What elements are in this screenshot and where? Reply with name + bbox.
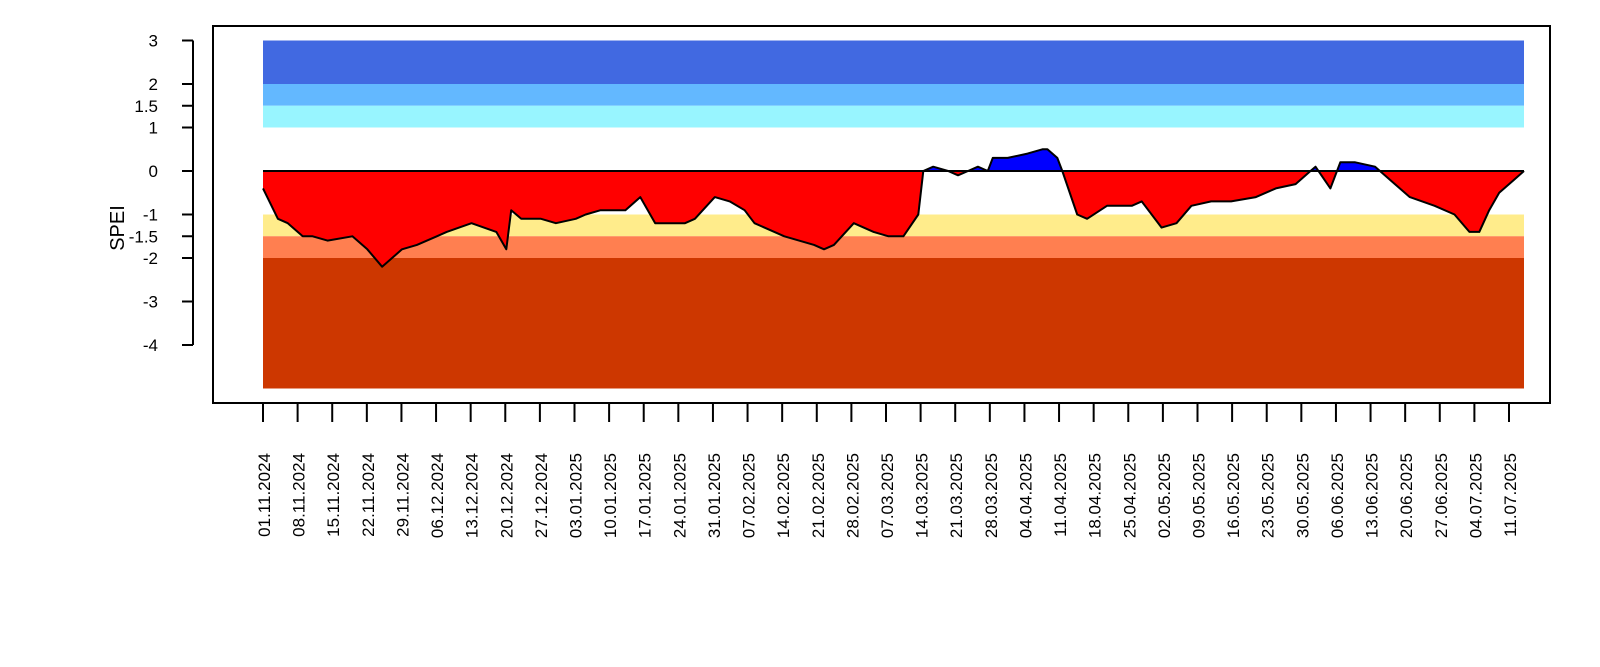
x-tick-label: 16.05.2025 xyxy=(1224,453,1243,538)
x-tick-label: 20.06.2025 xyxy=(1397,453,1416,538)
y-tick-label: 1.5 xyxy=(134,97,158,116)
x-tick-label: 27.12.2024 xyxy=(532,453,551,538)
x-tick-label: 11.07.2025 xyxy=(1501,453,1520,537)
x-tick-label: 11.04.2025 xyxy=(1051,453,1070,537)
band-5 xyxy=(263,258,1524,389)
category-bands xyxy=(263,40,1524,389)
x-tick-label: 03.01.2025 xyxy=(567,453,586,538)
y-tick-label: -3 xyxy=(143,293,158,312)
x-tick-label: 06.12.2024 xyxy=(428,453,447,538)
x-tick-label: 02.05.2025 xyxy=(1155,453,1174,538)
y-tick-label: 3 xyxy=(149,32,158,51)
x-tick-label: 09.05.2025 xyxy=(1190,453,1209,538)
x-tick-label: 21.02.2025 xyxy=(809,453,828,538)
y-tick-label: -2 xyxy=(143,249,158,268)
positive-area xyxy=(263,149,1524,171)
x-tick-label: 07.03.2025 xyxy=(878,453,897,538)
band-2 xyxy=(263,105,1524,128)
y-tick-label: 0 xyxy=(149,162,158,181)
x-tick-label: 14.03.2025 xyxy=(913,453,932,538)
x-tick-label: 30.05.2025 xyxy=(1293,453,1312,538)
spei-areas xyxy=(263,149,1524,267)
x-tick-label: 08.11.2024 xyxy=(290,453,309,537)
x-tick-label: 28.02.2025 xyxy=(843,453,862,538)
x-tick-label: 20.12.2024 xyxy=(497,453,516,538)
x-tick-label: 13.06.2025 xyxy=(1363,453,1382,538)
negative-area xyxy=(263,171,1524,267)
spei-line xyxy=(262,148,1525,268)
y-tick-label: -1 xyxy=(143,206,158,225)
y-tick-label: 1 xyxy=(149,119,158,138)
x-tick-label: 04.04.2025 xyxy=(1016,453,1035,538)
x-tick-label: 27.06.2025 xyxy=(1432,453,1451,538)
x-tick-label: 29.11.2024 xyxy=(393,453,412,537)
x-tick-label: 21.03.2025 xyxy=(947,453,966,538)
y-axis: 3 2 1.5 1 0 -1 -1.5 -2 -3 -4 xyxy=(129,32,194,355)
y-axis-title: SPEI xyxy=(107,205,129,251)
y-tick-label: -1.5 xyxy=(129,227,158,246)
x-tick-label: 25.04.2025 xyxy=(1120,453,1139,538)
x-axis: 01.11.2024 08.11.2024 15.11.2024 22.11.2024… xyxy=(255,402,1520,538)
x-tick-label: 10.01.2025 xyxy=(601,453,620,538)
x-tick-label: 15.11.2024 xyxy=(324,453,343,537)
x-tick-label: 18.04.2025 xyxy=(1086,453,1105,538)
x-tick-label: 22.11.2024 xyxy=(359,453,378,537)
x-tick-label: 07.02.2025 xyxy=(740,453,759,538)
x-tick-label: 06.06.2025 xyxy=(1328,453,1347,538)
x-tick-label: 31.01.2025 xyxy=(705,453,724,538)
x-tick-label: 01.11.2024 xyxy=(255,453,274,537)
x-tick-label: 24.01.2025 xyxy=(670,453,689,538)
band-0 xyxy=(263,40,1524,84)
x-tick-label: 04.07.2025 xyxy=(1466,453,1485,538)
x-tick-label: 28.03.2025 xyxy=(982,453,1001,538)
band-4 xyxy=(263,236,1524,258)
band-1 xyxy=(263,84,1524,106)
x-tick-label: 23.05.2025 xyxy=(1259,453,1278,538)
x-tick-label: 14.02.2025 xyxy=(774,453,793,538)
x-tick-label: 17.01.2025 xyxy=(636,453,655,538)
y-tick-label: -4 xyxy=(143,336,158,355)
y-tick-label: 2 xyxy=(149,75,158,94)
x-tick-label: 13.12.2024 xyxy=(463,453,482,538)
